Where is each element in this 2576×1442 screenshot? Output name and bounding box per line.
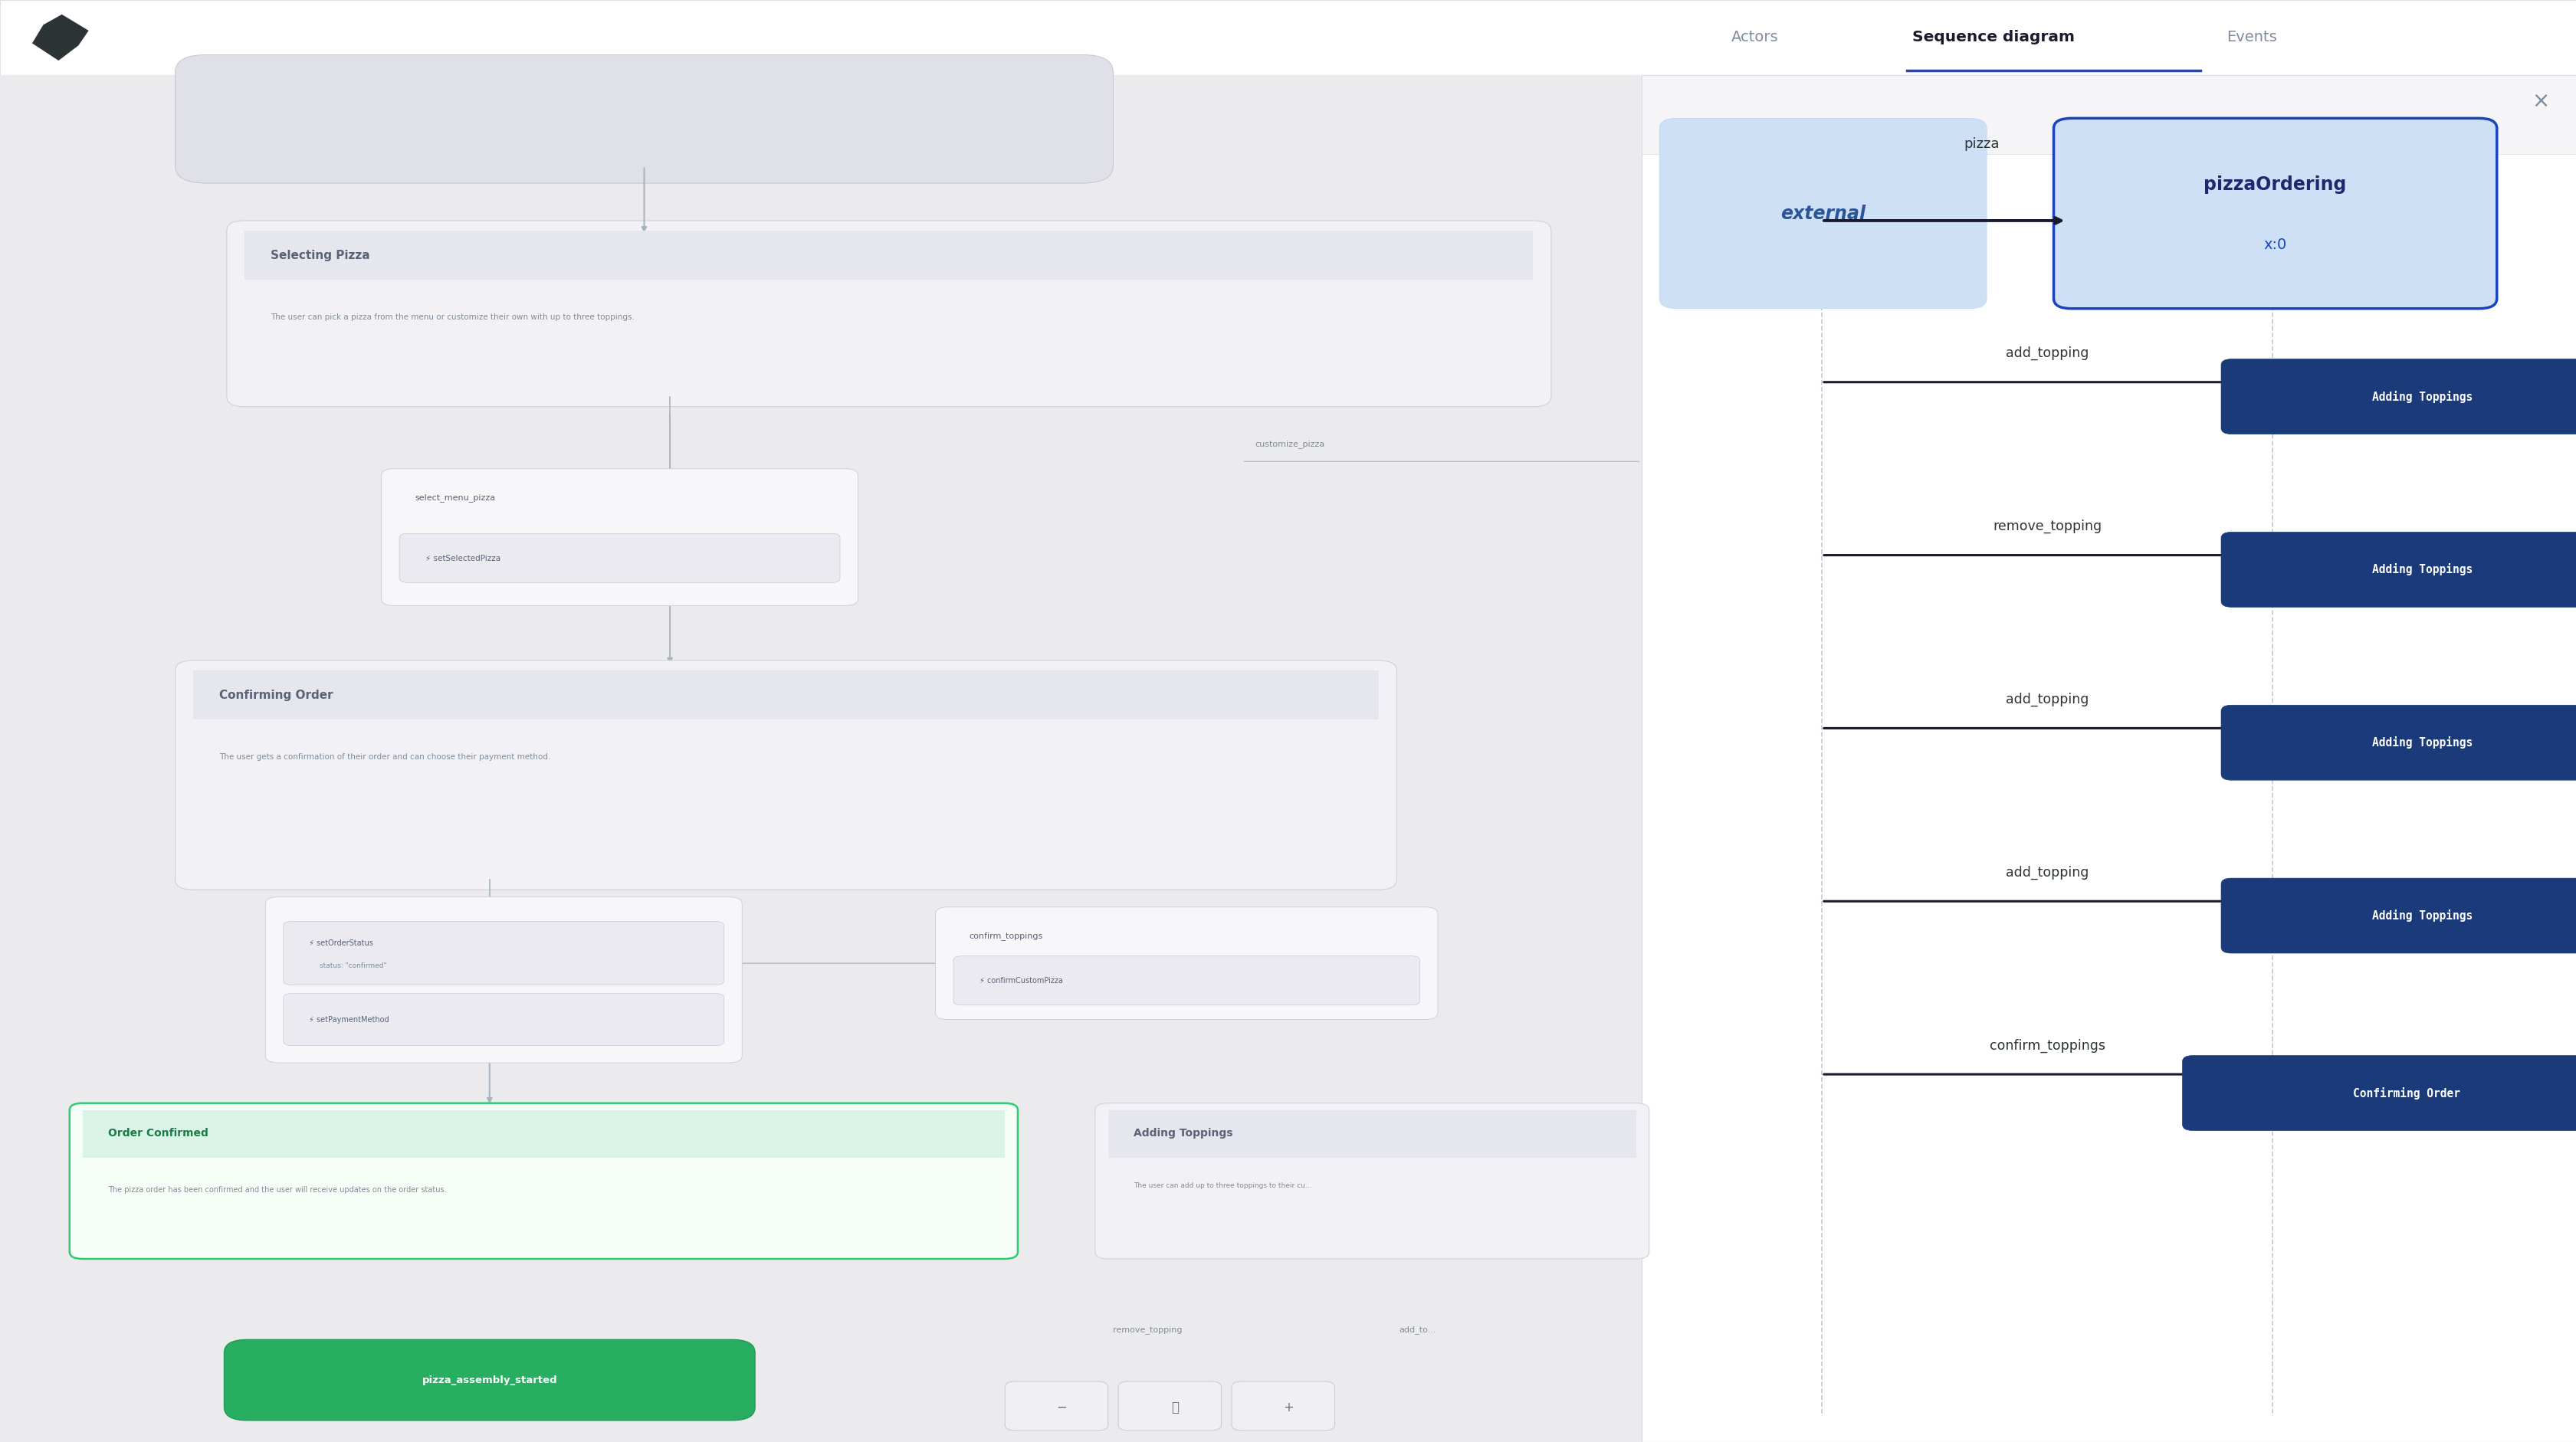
Text: Order Confirmed: Order Confirmed	[108, 1128, 209, 1139]
FancyBboxPatch shape	[1659, 118, 1986, 309]
Text: confirm_toppings: confirm_toppings	[969, 932, 1043, 940]
FancyBboxPatch shape	[1005, 1381, 1108, 1430]
Text: pizza_assembly_started: pizza_assembly_started	[422, 1376, 556, 1384]
Text: add_topping: add_topping	[2004, 692, 2089, 707]
FancyBboxPatch shape	[1118, 1381, 1221, 1430]
Text: Events: Events	[2226, 30, 2277, 45]
FancyBboxPatch shape	[283, 921, 724, 985]
Text: pizza: pizza	[1963, 137, 1999, 151]
FancyBboxPatch shape	[70, 1103, 1018, 1259]
FancyBboxPatch shape	[2053, 118, 2496, 309]
FancyBboxPatch shape	[283, 994, 724, 1045]
Bar	[1108, 1110, 1636, 1158]
FancyBboxPatch shape	[935, 907, 1437, 1019]
Text: pizzaOrdering: pizzaOrdering	[2202, 176, 2347, 193]
Text: remove_topping: remove_topping	[1991, 519, 2102, 534]
FancyBboxPatch shape	[2182, 1056, 2576, 1131]
Text: status: "confirmed": status: "confirmed"	[319, 963, 386, 969]
Bar	[82, 1110, 1005, 1158]
Text: +: +	[1283, 1400, 1293, 1415]
Text: confirm_order: confirm_order	[299, 921, 358, 930]
FancyBboxPatch shape	[175, 660, 1396, 890]
Text: ⛶: ⛶	[1172, 1400, 1177, 1415]
FancyBboxPatch shape	[175, 55, 1113, 183]
Text: Adding Toppings: Adding Toppings	[2370, 910, 2473, 921]
Text: ⚡ setPaymentMethod: ⚡ setPaymentMethod	[309, 1015, 389, 1024]
Bar	[1641, 75, 2576, 1442]
Text: −: −	[1056, 1400, 1066, 1415]
Text: Adding Toppings: Adding Toppings	[2370, 737, 2473, 748]
Bar	[0, 75, 1641, 1442]
Text: select_menu_pizza: select_menu_pizza	[415, 493, 495, 502]
Text: Adding Toppings: Adding Toppings	[2370, 564, 2473, 575]
FancyBboxPatch shape	[224, 1340, 755, 1420]
Text: The user can pick a pizza from the menu or customize their own with up to three : The user can pick a pizza from the menu …	[270, 313, 634, 322]
Text: The pizza order has been confirmed and the user will receive updates on the orde: The pizza order has been confirmed and t…	[108, 1185, 446, 1194]
Text: ⚡ confirmCustomPizza: ⚡ confirmCustomPizza	[979, 976, 1061, 985]
FancyBboxPatch shape	[381, 469, 858, 606]
Text: ⚡ setSelectedPizza: ⚡ setSelectedPizza	[425, 554, 500, 562]
Text: external: external	[1780, 205, 1865, 222]
FancyBboxPatch shape	[1231, 1381, 1334, 1430]
FancyBboxPatch shape	[265, 897, 742, 1063]
Bar	[245, 231, 1533, 280]
FancyBboxPatch shape	[953, 956, 1419, 1005]
Bar	[1641, 75, 2576, 154]
Text: ×: ×	[2532, 91, 2548, 111]
FancyBboxPatch shape	[2221, 705, 2576, 780]
FancyBboxPatch shape	[2221, 532, 2576, 607]
Text: Confirming Order: Confirming Order	[2352, 1087, 2460, 1099]
Text: Adding Toppings: Adding Toppings	[2370, 391, 2473, 402]
Text: The user can add up to three toppings to their cu...: The user can add up to three toppings to…	[1133, 1182, 1311, 1188]
Text: The user gets a confirmation of their order and can choose their payment method.: The user gets a confirmation of their or…	[219, 753, 551, 761]
Text: Selecting Pizza: Selecting Pizza	[270, 249, 371, 261]
Text: remove_topping: remove_topping	[1113, 1325, 1182, 1334]
Text: Sequence diagram: Sequence diagram	[1911, 30, 2074, 45]
Polygon shape	[31, 14, 88, 61]
Text: add_to...: add_to...	[1399, 1325, 1435, 1334]
FancyBboxPatch shape	[227, 221, 1551, 407]
Text: x:0: x:0	[2264, 238, 2285, 252]
Text: add_topping: add_topping	[2004, 865, 2089, 880]
FancyBboxPatch shape	[2221, 359, 2576, 434]
FancyBboxPatch shape	[2221, 878, 2576, 953]
Text: customize_pizza: customize_pizza	[1255, 440, 1324, 448]
Text: Adding Toppings: Adding Toppings	[1133, 1128, 1234, 1139]
Text: Actors: Actors	[1731, 30, 1777, 45]
Text: add_topping: add_topping	[2004, 346, 2089, 360]
Bar	[193, 671, 1378, 720]
Text: Confirming Order: Confirming Order	[219, 689, 332, 701]
Text: ⚡ setOrderStatus: ⚡ setOrderStatus	[309, 939, 374, 947]
Text: confirm_toppings: confirm_toppings	[1989, 1038, 2105, 1053]
FancyBboxPatch shape	[1095, 1103, 1649, 1259]
FancyBboxPatch shape	[399, 534, 840, 583]
Bar	[0, 0, 2576, 75]
